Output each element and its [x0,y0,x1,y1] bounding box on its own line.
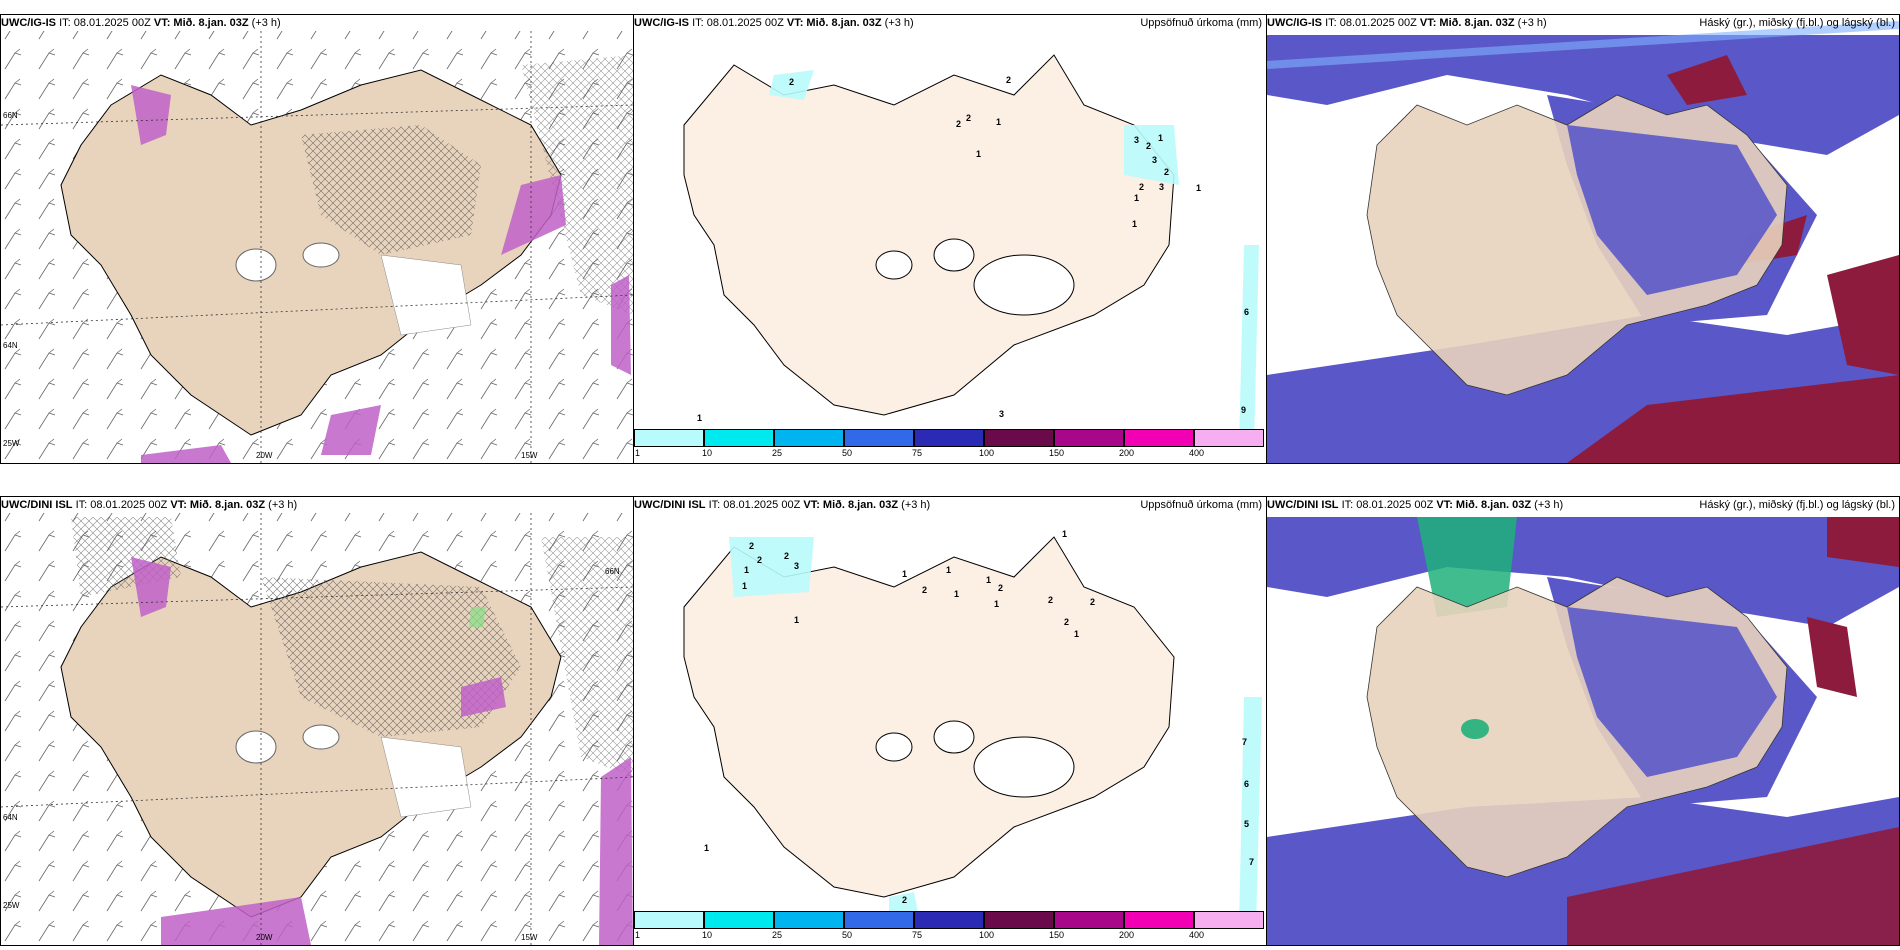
row1-precip-header: UWC/IG-IS IT: 08.01.2025 00Z VT: Mið. 8.… [634,17,914,29]
row2-wind-panel: UWC/DINI ISL IT: 08.01.2025 00Z VT: Mið.… [0,496,634,946]
precip-value: 2 [1048,595,1053,605]
precip-value: 3 [794,561,799,571]
row1-wind-header: UWC/IG-IS IT: 08.01.2025 00Z VT: Mið. 8.… [1,17,281,29]
legend-label: 10 [702,448,713,458]
legend-label: 75 [912,448,923,458]
precip-value: 2 [1006,75,1011,85]
precip-value: 3 [1134,135,1139,145]
precip-value: 2 [922,585,927,595]
row1-wind-map [1,31,633,463]
precip-value: 3 [1152,155,1157,165]
precip-value: 1 [1062,529,1067,539]
lat-label-66n: 66N [605,567,620,576]
precip-value: 1 [946,565,951,575]
lat-label-64n: 64N [3,341,18,350]
precip-value: 2 [1090,597,1095,607]
legend-label: 100 [979,448,995,458]
legend-label: 150 [1049,448,1065,458]
lat-label-64n: 64N [3,813,18,822]
legend-label: 50 [842,930,853,940]
precip-value: 3 [1159,182,1164,192]
iceland-land [683,536,1175,898]
precip-value: 1 [954,589,959,599]
precip-value: 1 [1134,193,1139,203]
precip-value: 1 [1196,183,1201,193]
precip-value: 2 [902,895,907,905]
precip-value: 1 [1158,133,1163,143]
row1-wind-panel: UWC/IG-IS IT: 08.01.2025 00Z VT: Mið. 8.… [0,14,634,464]
precip-value: 7 [1249,857,1254,867]
legend-label: 200 [1119,930,1135,940]
precip-value: 9 [1241,405,1246,415]
precip-value: 2 [757,555,762,565]
precip-value: 3 [999,409,1004,419]
row2-precip-header: UWC/DINI ISL IT: 08.01.2025 00Z VT: Mið.… [634,499,931,511]
row1-precip-title: Uppsöfnuð úrkoma (mm) [1140,17,1262,29]
precip-value: 1 [794,615,799,625]
row1-cloud-panel: UWC/IG-IS IT: 08.01.2025 00Z VT: Mið. 8.… [1266,14,1900,464]
lon-label-15w: 15W [521,933,538,942]
precip-value: 1 [1074,629,1079,639]
precip-value: 2 [784,551,789,561]
legend-label: 1 [635,930,641,940]
precip-value: 1 [742,581,747,591]
precip-value: 2 [966,113,971,123]
legend-label: 200 [1119,448,1135,458]
legend-label: 25 [772,930,783,940]
row1-cloud-title: Háský (gr.), miðský (fj.bl.) og lágský (… [1699,17,1895,29]
lon-label-25w: 25W [3,901,20,910]
legend-label: 1 [635,448,641,458]
legend-label: 400 [1189,448,1205,458]
lon-label-20w: 20W [256,451,273,460]
precip-value: 1 [996,117,1001,127]
row2-wind-map [1,513,633,945]
precip-value: 7 [1242,737,1247,747]
precip-value: 2 [956,119,961,129]
iceland-land [683,54,1175,416]
row2-cloud-header: UWC/DINI ISL IT: 08.01.2025 00Z VT: Mið.… [1267,499,1564,511]
precip-value: 1 [704,843,709,853]
row1-precip-map: 2 2 2 2 1 1 2 1 3 3 2 3 2 1 1 1 6 1 3 6 … [683,54,1259,429]
precip-value: 1 [697,413,702,423]
precip-value: 2 [1064,617,1069,627]
precip-value: 1 [1132,219,1137,229]
precip-value: 1 [902,569,907,579]
precip-value: 5 [1244,819,1249,829]
precip-value: 1 [994,599,999,609]
precip-value: 6 [1244,779,1249,789]
row2-cloud-map [1267,513,1899,945]
legend-label: 100 [979,930,995,940]
precip-value: 2 [749,541,754,551]
precip-value: 2 [1146,141,1151,151]
row2-precip-panel: UWC/DINI ISL IT: 08.01.2025 00Z VT: Mið.… [633,496,1267,946]
precip-value: 2 [789,77,794,87]
precip-value: 2 [998,583,1003,593]
precip-value: 1 [986,575,991,585]
legend-label: 150 [1049,930,1065,940]
legend-label: 10 [702,930,713,940]
legend-label: 50 [842,448,853,458]
precip-value: 1 [976,149,981,159]
lon-label-20w: 20W [256,933,273,942]
precip-value: 1 [744,565,749,575]
row2-cloud-panel: UWC/DINI ISL IT: 08.01.2025 00Z VT: Mið.… [1266,496,1900,946]
precip-value: 2 [1139,182,1144,192]
row2-precip-map: 2 2 1 2 3 1 1 1 2 1 1 2 1 2 1 1 2 2 1 7 … [683,529,1262,911]
lon-label-25w: 25W [3,439,20,448]
row2-cloud-title: Háský (gr.), miðský (fj.bl.) og lágský (… [1699,499,1895,511]
lat-label-66n: 66N [3,111,18,120]
row2-precip-legend: 1 10 25 50 75 100 150 200 400 [634,911,1266,945]
precip-value: 6 [1244,307,1249,317]
legend-label: 25 [772,448,783,458]
precip-value: 2 [1164,167,1169,177]
row1-cloud-header: UWC/IG-IS IT: 08.01.2025 00Z VT: Mið. 8.… [1267,17,1547,29]
lon-label-15w: 15W [521,451,538,460]
row1-precip-legend: 1 10 25 50 75 100 150 200 400 [634,429,1266,463]
row2-wind-header: UWC/DINI ISL IT: 08.01.2025 00Z VT: Mið.… [1,499,298,511]
row1-precip-panel: UWC/IG-IS IT: 08.01.2025 00Z VT: Mið. 8.… [633,14,1267,464]
row1-cloud-map [1267,21,1899,463]
row2-precip-title: Uppsöfnuð úrkoma (mm) [1140,499,1262,511]
legend-label: 400 [1189,930,1205,940]
legend-label: 75 [912,930,923,940]
